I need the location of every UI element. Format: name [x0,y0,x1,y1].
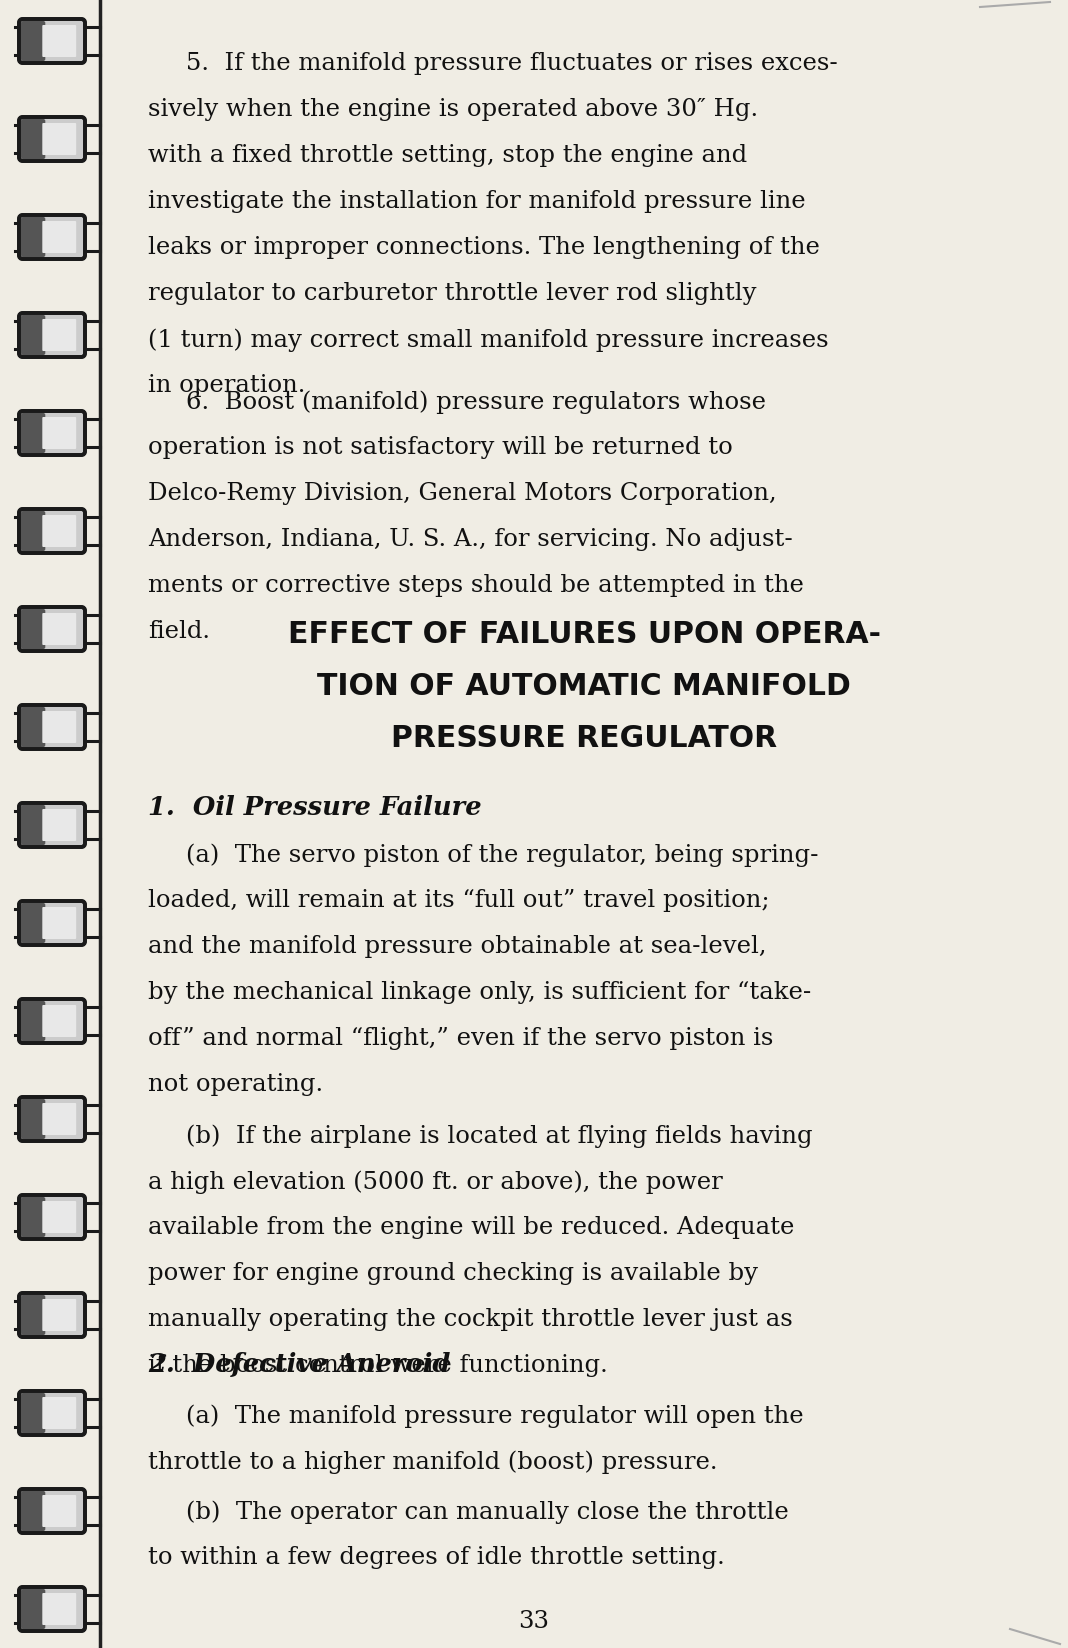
Text: regulator to carburetor throttle lever rod slightly: regulator to carburetor throttle lever r… [148,282,756,305]
Text: 1.  Oil Pressure Failure: 1. Oil Pressure Failure [148,794,482,819]
FancyBboxPatch shape [19,1490,85,1533]
FancyBboxPatch shape [21,1491,45,1531]
FancyBboxPatch shape [43,516,76,547]
FancyBboxPatch shape [19,1391,85,1435]
FancyBboxPatch shape [21,316,45,356]
Text: if the boost control were functioning.: if the boost control were functioning. [148,1353,608,1376]
Text: (b)  The operator can manually close the throttle: (b) The operator can manually close the … [186,1500,789,1523]
FancyBboxPatch shape [19,119,85,162]
Text: a high elevation (5000 ft. or above), the power: a high elevation (5000 ft. or above), th… [148,1170,723,1193]
FancyBboxPatch shape [43,1495,76,1528]
FancyBboxPatch shape [21,120,45,160]
FancyBboxPatch shape [43,908,76,939]
FancyBboxPatch shape [43,809,76,842]
Text: operation is not satisfactory will be returned to: operation is not satisfactory will be re… [148,435,733,458]
Text: EFFECT OF FAILURES UPON OPERA-: EFFECT OF FAILURES UPON OPERA- [287,620,880,649]
FancyBboxPatch shape [21,1295,45,1335]
FancyBboxPatch shape [19,509,85,554]
FancyBboxPatch shape [21,1393,45,1434]
Text: (b)  If the airplane is located at flying fields having: (b) If the airplane is located at flying… [186,1124,813,1147]
Text: sively when the engine is operated above 30″ Hg.: sively when the engine is operated above… [148,97,758,120]
Text: 5.  If the manifold pressure fluctuates or rises exces-: 5. If the manifold pressure fluctuates o… [186,53,837,74]
FancyBboxPatch shape [19,705,85,750]
Text: in operation.: in operation. [148,374,305,397]
FancyBboxPatch shape [19,608,85,651]
FancyBboxPatch shape [19,20,85,64]
FancyBboxPatch shape [19,1587,85,1632]
FancyBboxPatch shape [43,1594,76,1625]
Text: ments or corrective steps should be attempted in the: ments or corrective steps should be atte… [148,574,804,597]
FancyBboxPatch shape [21,1589,45,1628]
FancyBboxPatch shape [19,999,85,1043]
Text: leaks or improper connections. The lengthening of the: leaks or improper connections. The lengt… [148,236,820,259]
FancyBboxPatch shape [19,1195,85,1239]
Text: throttle to a higher manifold (boost) pressure.: throttle to a higher manifold (boost) pr… [148,1449,718,1473]
FancyBboxPatch shape [43,712,76,743]
FancyBboxPatch shape [21,1002,45,1042]
FancyBboxPatch shape [43,417,76,450]
Text: (a)  The manifold pressure regulator will open the: (a) The manifold pressure regulator will… [186,1402,803,1427]
Text: (1 turn) may correct small manifold pressure increases: (1 turn) may correct small manifold pres… [148,328,829,351]
FancyBboxPatch shape [19,1294,85,1337]
Text: Anderson, Indiana, U. S. A., for servicing. No adjust-: Anderson, Indiana, U. S. A., for servici… [148,527,792,550]
FancyBboxPatch shape [21,1099,45,1139]
FancyBboxPatch shape [21,610,45,649]
FancyBboxPatch shape [21,21,45,63]
Text: manually operating the cockpit throttle lever just as: manually operating the cockpit throttle … [148,1307,792,1330]
Text: 33: 33 [518,1608,550,1632]
Text: 2.  Defective Aneroid: 2. Defective Aneroid [148,1351,451,1376]
FancyBboxPatch shape [19,412,85,456]
Text: field.: field. [148,620,210,643]
FancyBboxPatch shape [43,222,76,254]
Text: available from the engine will be reduced. Adequate: available from the engine will be reduce… [148,1215,795,1238]
FancyBboxPatch shape [43,1005,76,1037]
Text: by the mechanical linkage only, is sufficient for “take-: by the mechanical linkage only, is suffi… [148,981,812,1004]
Text: not operating.: not operating. [148,1073,324,1096]
FancyBboxPatch shape [21,806,45,845]
FancyBboxPatch shape [21,903,45,943]
FancyBboxPatch shape [43,124,76,157]
Text: Delco-Remy Division, General Motors Corporation,: Delco-Remy Division, General Motors Corp… [148,481,776,504]
Text: off” and normal “flight,” even if the servo piston is: off” and normal “flight,” even if the se… [148,1027,773,1050]
FancyBboxPatch shape [21,511,45,552]
FancyBboxPatch shape [19,901,85,946]
FancyBboxPatch shape [43,1299,76,1332]
FancyBboxPatch shape [21,1198,45,1238]
FancyBboxPatch shape [43,1201,76,1233]
FancyBboxPatch shape [43,1103,76,1135]
FancyBboxPatch shape [21,414,45,453]
FancyBboxPatch shape [19,216,85,260]
Text: (a)  The servo piston of the regulator, being spring-: (a) The servo piston of the regulator, b… [186,842,818,865]
FancyBboxPatch shape [19,804,85,847]
FancyBboxPatch shape [21,218,45,257]
Text: power for engine ground checking is available by: power for engine ground checking is avai… [148,1261,758,1284]
FancyBboxPatch shape [19,313,85,358]
Text: loaded, will remain at its “full out” travel position;: loaded, will remain at its “full out” tr… [148,888,770,911]
FancyBboxPatch shape [43,26,76,58]
Text: to within a few degrees of idle throttle setting.: to within a few degrees of idle throttle… [148,1546,725,1567]
FancyBboxPatch shape [43,1398,76,1429]
FancyBboxPatch shape [19,1098,85,1142]
Text: and the manifold pressure obtainable at sea-level,: and the manifold pressure obtainable at … [148,934,767,957]
Text: with a fixed throttle setting, stop the engine and: with a fixed throttle setting, stop the … [148,143,748,166]
Text: PRESSURE REGULATOR: PRESSURE REGULATOR [391,723,778,753]
Text: investigate the installation for manifold pressure line: investigate the installation for manifol… [148,190,805,213]
FancyBboxPatch shape [21,707,45,748]
Text: TION OF AUTOMATIC MANIFOLD: TION OF AUTOMATIC MANIFOLD [317,672,851,700]
FancyBboxPatch shape [43,613,76,646]
FancyBboxPatch shape [43,320,76,351]
Text: 6.  Boost (manifold) pressure regulators whose: 6. Boost (manifold) pressure regulators … [186,391,766,414]
